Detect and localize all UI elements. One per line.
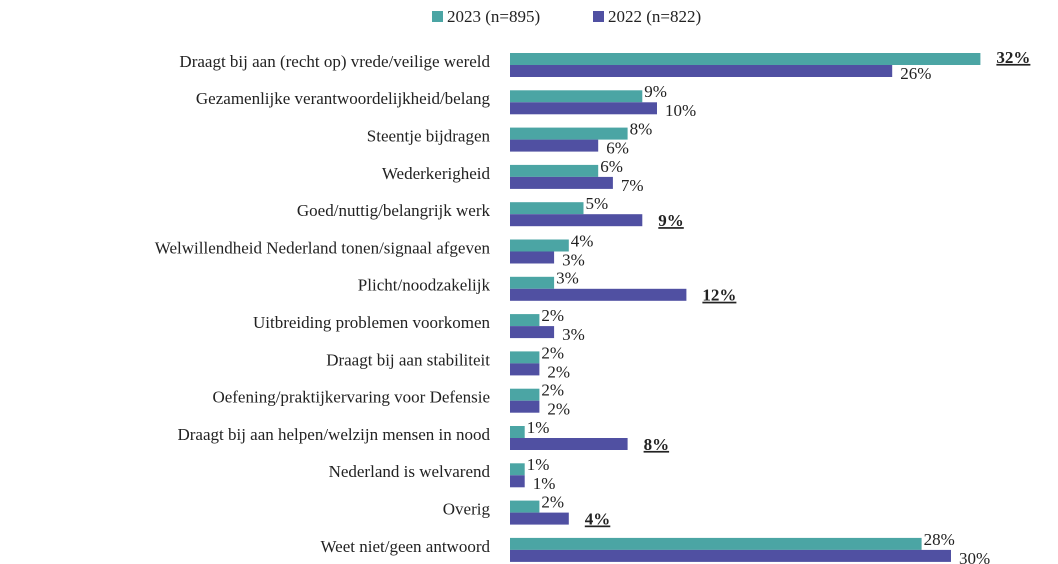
value-label: 4% [571, 231, 594, 250]
category-label: Draagt bij aan helpen/welzijn mensen in … [177, 425, 490, 444]
value-label: 6% [600, 157, 623, 176]
bar [510, 500, 540, 513]
value-label: 10% [665, 101, 696, 120]
category-label: Gezamenlijke verantwoordelijkheid/belang [196, 89, 491, 108]
value-label: 3% [556, 269, 579, 288]
bar [510, 438, 628, 450]
bar [510, 512, 569, 525]
bar [510, 475, 525, 488]
value-label: 9% [658, 211, 684, 230]
legend-swatch [432, 11, 443, 22]
bar [510, 127, 628, 140]
value-label: 7% [621, 176, 644, 195]
bar [510, 288, 687, 301]
value-label: 1% [533, 474, 556, 493]
bar [510, 164, 599, 177]
value-label: 4% [585, 510, 611, 529]
legend-label: 2023 (n=895) [447, 7, 540, 26]
category-label: Plicht/noodzakelijk [358, 276, 491, 295]
bar [510, 426, 525, 438]
value-label: 8% [630, 120, 653, 139]
bar [510, 549, 951, 562]
bar [510, 537, 922, 550]
bar [510, 65, 893, 77]
value-label: 1% [527, 418, 550, 437]
category-label: Oefening/praktijkervaring voor Defensie [212, 388, 490, 407]
value-label: 3% [562, 325, 585, 344]
value-label: 2% [547, 400, 570, 419]
bar [510, 326, 555, 339]
bar [510, 202, 584, 215]
value-label: 8% [644, 435, 670, 454]
category-label: Draagt bij aan (recht op) vrede/veilige … [179, 52, 490, 71]
bar [510, 351, 540, 364]
bar [510, 176, 613, 189]
bar [510, 90, 643, 103]
category-label: Uitbreiding problemen voorkomen [253, 313, 491, 332]
category-label: Nederland is welvarend [329, 462, 491, 481]
bar [510, 102, 657, 115]
value-label: 2% [541, 381, 564, 400]
bar [510, 400, 540, 413]
value-label: 6% [606, 139, 629, 158]
category-label: Draagt bij aan stabiliteit [326, 350, 490, 369]
value-label: 2% [541, 493, 564, 512]
value-label: 2% [541, 343, 564, 362]
value-label: 9% [644, 82, 667, 101]
bar [510, 251, 555, 264]
value-label: 32% [996, 48, 1030, 67]
bar [510, 239, 569, 252]
category-label: Steentje bijdragen [367, 127, 491, 146]
bar [510, 214, 643, 227]
category-label: Overig [443, 500, 491, 519]
bar [510, 463, 525, 476]
category-label: Goed/nuttig/belangrijk werk [297, 201, 491, 220]
value-label: 28% [924, 530, 955, 549]
category-label: Wederkerigheid [382, 164, 491, 183]
value-label: 3% [562, 250, 585, 269]
category-label: Weet niet/geen antwoord [320, 537, 490, 556]
legend-swatch [593, 11, 604, 22]
bar [510, 139, 599, 152]
legend-label: 2022 (n=822) [608, 7, 701, 26]
value-label: 2% [541, 306, 564, 325]
bar [510, 388, 540, 401]
value-label: 1% [527, 455, 550, 474]
value-label: 2% [547, 362, 570, 381]
bar [510, 363, 540, 376]
value-label: 26% [900, 64, 931, 83]
value-label: 12% [702, 286, 736, 305]
bar [510, 53, 981, 65]
bar [510, 314, 540, 327]
category-label: Welwillendheid Nederland tonen/signaal a… [155, 238, 491, 257]
value-label: 30% [959, 549, 990, 564]
bar [510, 276, 555, 289]
value-label: 5% [586, 194, 609, 213]
